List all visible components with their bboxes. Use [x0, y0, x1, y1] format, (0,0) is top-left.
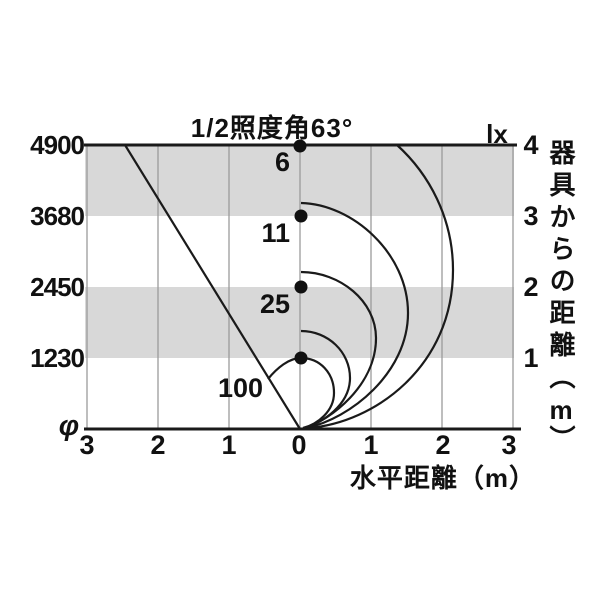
- right-axis-unit: m: [546, 395, 576, 425]
- point-dot-2m: [294, 280, 308, 294]
- right-tick-1m: 1: [523, 343, 539, 373]
- bottom-tick-minus1: 1: [221, 430, 237, 460]
- point-dot-1m: [294, 351, 308, 365]
- bottom-tick-minus3: 3: [79, 430, 95, 460]
- point-dot-4m: [293, 139, 307, 153]
- iso-lux-curve-2: [300, 201, 410, 430]
- bottom-tick-minus2: 2: [150, 430, 166, 460]
- direct-illuminance-dots: [293, 139, 308, 365]
- bottom-tick-plus2: 2: [435, 430, 451, 460]
- iso-lux-curve-inner-right: [300, 356, 336, 430]
- iso-lux-curve-4: [300, 329, 352, 430]
- lux-unit-label: lx: [486, 119, 508, 149]
- bottom-tick-plus3: 3: [501, 430, 517, 460]
- chart-title: 1/2照度角63°: [190, 113, 354, 143]
- right-axis-title-text: 器具からの距離（: [546, 139, 576, 395]
- point-value-1m: 100: [217, 373, 263, 403]
- bottom-tick-plus1: 1: [363, 430, 379, 460]
- point-value-2m: 25: [259, 289, 290, 319]
- left-scale-1230: 1230: [30, 343, 85, 373]
- right-tick-2m: 2: [523, 272, 539, 302]
- right-tick-4m: 4: [523, 130, 539, 160]
- left-scale-2450: 2450: [30, 272, 85, 302]
- right-tick-3m: 3: [523, 201, 539, 231]
- iso-lux-curve-outer: [307, 144, 455, 430]
- half-beam-angle-line: [124, 144, 301, 430]
- left-scale-3680: 3680: [30, 201, 85, 231]
- point-dot-3m: [294, 209, 308, 223]
- vertical-gridlines: [86, 145, 514, 429]
- phi-symbol: φ: [58, 410, 80, 442]
- left-scale-4900: 4900: [30, 130, 85, 160]
- bottom-axis-title: 水平距離（m）: [349, 463, 536, 493]
- point-value-4m: 6: [274, 147, 290, 177]
- right-axis-title-close: ）: [546, 425, 576, 457]
- bottom-tick-zero: 0: [291, 430, 307, 460]
- right-axis-title: 器具からの距離（m）: [542, 139, 580, 457]
- point-value-3m: 11: [261, 218, 290, 248]
